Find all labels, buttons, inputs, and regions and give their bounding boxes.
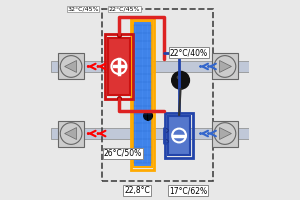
Circle shape [60,123,82,144]
Polygon shape [64,128,76,139]
Circle shape [177,75,181,79]
Circle shape [144,111,152,120]
FancyBboxPatch shape [168,116,190,155]
Circle shape [214,123,236,144]
Circle shape [214,56,236,77]
Text: 26°C/50%: 26°C/50% [104,149,142,158]
FancyBboxPatch shape [133,21,152,167]
Polygon shape [64,61,76,72]
Text: 17°C/62%: 17°C/62% [169,186,207,195]
FancyBboxPatch shape [212,53,238,79]
FancyBboxPatch shape [108,38,130,95]
FancyBboxPatch shape [58,121,84,147]
Circle shape [172,71,189,89]
Polygon shape [220,61,232,72]
Text: 22°C/40%: 22°C/40% [170,48,208,57]
Polygon shape [147,116,152,121]
Text: 22,8°C: 22,8°C [124,186,150,195]
Polygon shape [144,111,149,116]
Polygon shape [220,128,232,139]
FancyBboxPatch shape [51,61,249,72]
FancyBboxPatch shape [58,53,84,79]
FancyBboxPatch shape [212,121,238,147]
Circle shape [60,56,82,77]
Text: 22°C/45%: 22°C/45% [109,7,140,12]
FancyBboxPatch shape [51,128,249,139]
Text: 32°C/45%: 32°C/45% [67,7,99,12]
